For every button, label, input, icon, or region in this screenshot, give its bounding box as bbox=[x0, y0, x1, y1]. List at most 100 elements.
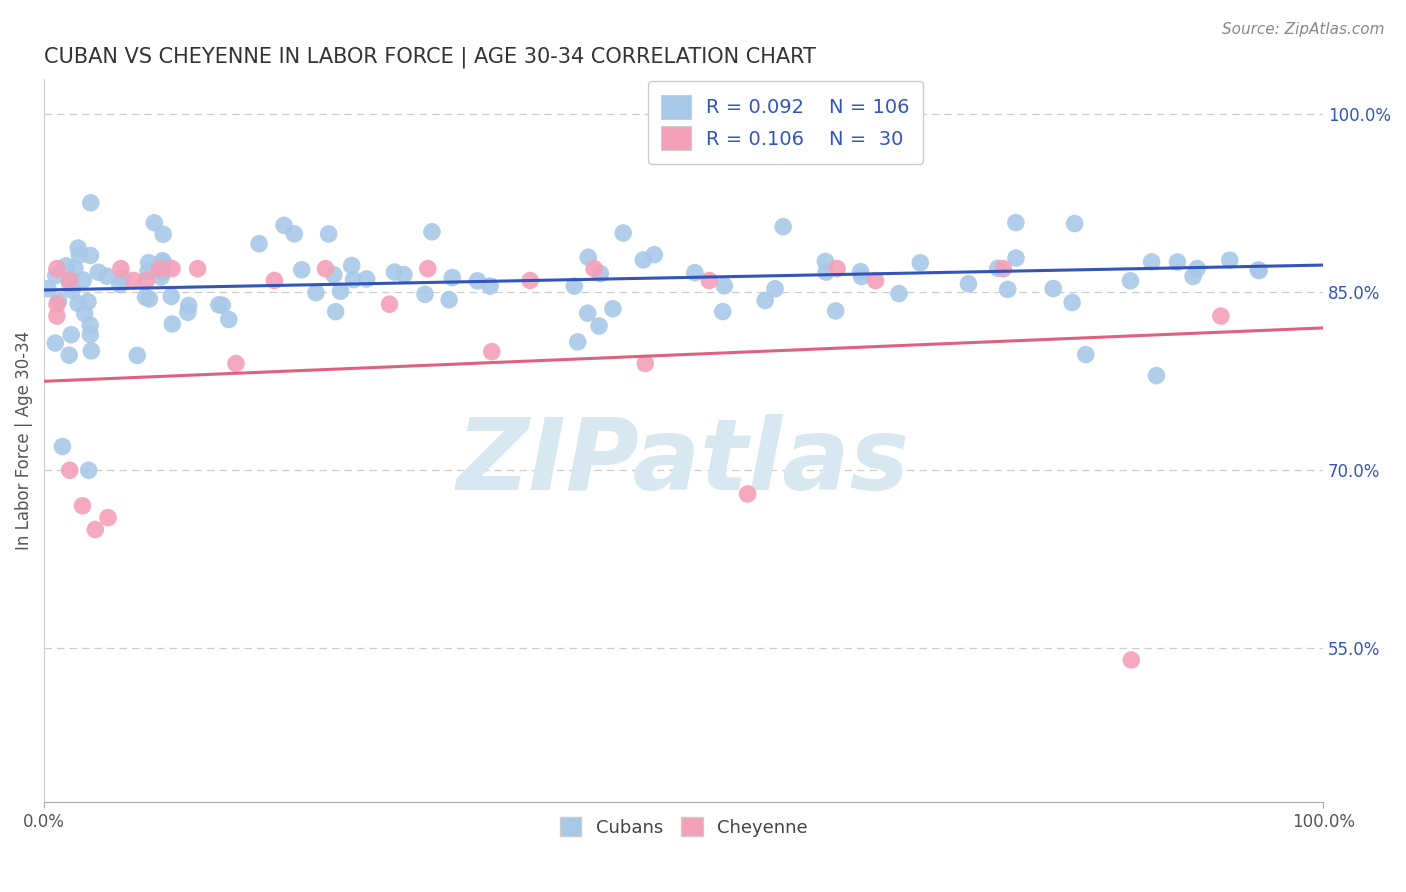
Point bbox=[1166, 255, 1188, 269]
Point bbox=[754, 293, 776, 308]
Point bbox=[957, 277, 980, 291]
Point bbox=[437, 293, 460, 307]
Point bbox=[1042, 281, 1064, 295]
Point bbox=[291, 262, 314, 277]
Point bbox=[1219, 253, 1241, 268]
Point bbox=[384, 265, 406, 279]
Y-axis label: In Labor Force | Age 30-34: In Labor Force | Age 30-34 bbox=[15, 331, 32, 550]
Point bbox=[79, 248, 101, 262]
Point bbox=[1209, 309, 1232, 323]
Point bbox=[72, 273, 94, 287]
Point bbox=[420, 225, 443, 239]
Point bbox=[697, 273, 720, 287]
Point bbox=[1074, 348, 1097, 362]
Point bbox=[441, 270, 464, 285]
Point bbox=[127, 348, 149, 362]
Point bbox=[135, 273, 157, 287]
Point bbox=[55, 259, 77, 273]
Point bbox=[413, 287, 436, 301]
Point bbox=[318, 227, 340, 241]
Point bbox=[887, 286, 910, 301]
Point bbox=[392, 268, 415, 282]
Point bbox=[45, 261, 67, 276]
Point bbox=[763, 282, 786, 296]
Point bbox=[634, 357, 657, 371]
Point bbox=[737, 487, 759, 501]
Point bbox=[815, 265, 838, 279]
Point bbox=[683, 266, 706, 280]
Point bbox=[576, 250, 599, 264]
Point bbox=[152, 253, 174, 268]
Text: CUBAN VS CHEYENNE IN LABOR FORCE | AGE 30-34 CORRELATION CHART: CUBAN VS CHEYENNE IN LABOR FORCE | AGE 3… bbox=[44, 46, 815, 68]
Point bbox=[1121, 653, 1143, 667]
Point bbox=[322, 268, 344, 282]
Point bbox=[562, 279, 585, 293]
Point bbox=[589, 267, 612, 281]
Point bbox=[851, 269, 873, 284]
Legend: Cubans, Cheyenne: Cubans, Cheyenne bbox=[553, 810, 815, 844]
Point bbox=[1063, 217, 1085, 231]
Point bbox=[273, 219, 295, 233]
Point bbox=[987, 261, 1010, 276]
Point bbox=[713, 278, 735, 293]
Point bbox=[162, 317, 184, 331]
Point bbox=[58, 348, 80, 362]
Point bbox=[152, 227, 174, 242]
Point bbox=[342, 272, 364, 286]
Point bbox=[1182, 269, 1205, 284]
Point bbox=[108, 277, 131, 292]
Point bbox=[135, 290, 157, 304]
Point bbox=[45, 309, 67, 323]
Point bbox=[416, 261, 439, 276]
Point bbox=[1119, 274, 1142, 288]
Point bbox=[825, 261, 848, 276]
Point bbox=[77, 294, 100, 309]
Point bbox=[143, 216, 166, 230]
Point bbox=[60, 283, 83, 297]
Point bbox=[211, 298, 233, 312]
Point bbox=[519, 273, 541, 287]
Point bbox=[218, 312, 240, 326]
Point bbox=[612, 226, 634, 240]
Point bbox=[111, 270, 134, 285]
Point bbox=[59, 463, 82, 477]
Point bbox=[315, 261, 337, 276]
Point bbox=[329, 285, 352, 299]
Point bbox=[824, 304, 846, 318]
Text: Source: ZipAtlas.com: Source: ZipAtlas.com bbox=[1222, 22, 1385, 37]
Point bbox=[59, 273, 82, 287]
Point bbox=[80, 195, 103, 210]
Text: ZIPatlas: ZIPatlas bbox=[457, 414, 910, 511]
Point bbox=[340, 259, 363, 273]
Point bbox=[567, 334, 589, 349]
Point bbox=[993, 261, 1015, 276]
Point bbox=[97, 510, 120, 524]
Point bbox=[73, 307, 96, 321]
Point bbox=[72, 499, 94, 513]
Point bbox=[77, 463, 100, 477]
Point bbox=[356, 272, 378, 286]
Point bbox=[79, 318, 101, 332]
Point bbox=[63, 261, 86, 276]
Point bbox=[378, 297, 401, 311]
Point bbox=[633, 252, 655, 267]
Point bbox=[177, 305, 200, 319]
Point bbox=[997, 282, 1019, 296]
Point bbox=[208, 298, 231, 312]
Point bbox=[44, 336, 66, 351]
Point bbox=[1004, 216, 1026, 230]
Point bbox=[79, 327, 101, 342]
Point bbox=[67, 296, 90, 310]
Point bbox=[772, 219, 794, 234]
Point bbox=[67, 248, 90, 262]
Point bbox=[138, 255, 160, 269]
Point bbox=[1140, 255, 1163, 269]
Point bbox=[150, 269, 173, 284]
Point bbox=[58, 277, 80, 291]
Point bbox=[148, 261, 170, 276]
Point bbox=[325, 304, 347, 318]
Point bbox=[583, 261, 606, 276]
Point bbox=[1247, 263, 1270, 277]
Point bbox=[48, 293, 70, 308]
Point bbox=[45, 297, 67, 311]
